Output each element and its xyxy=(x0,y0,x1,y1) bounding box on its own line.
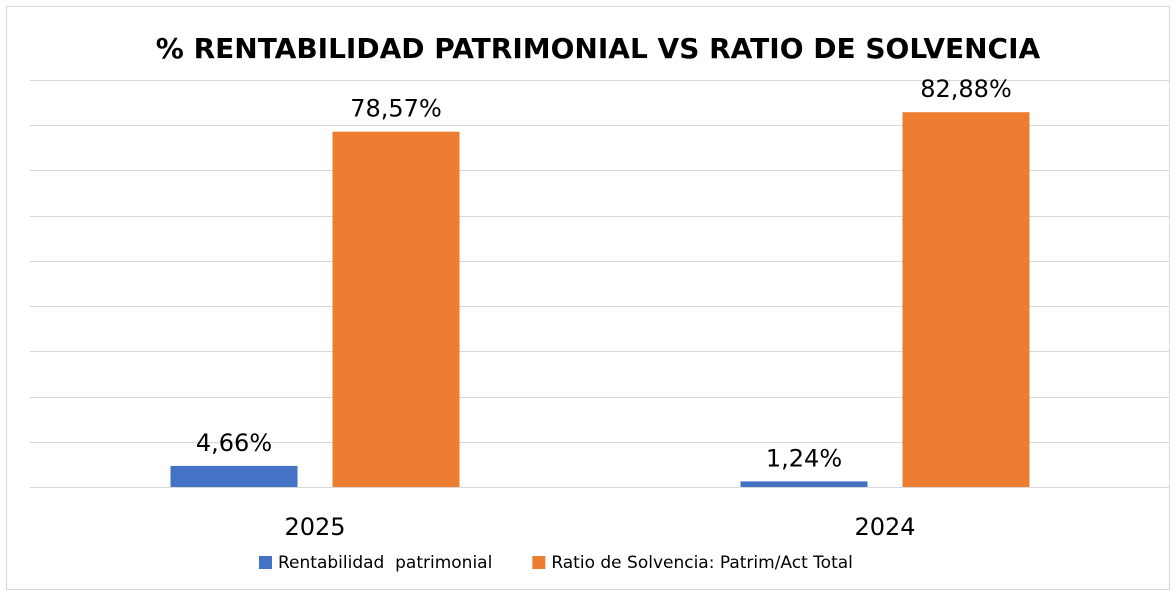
legend-label: Ratio de Solvencia: Patrim/Act Total xyxy=(551,553,853,573)
bar xyxy=(332,131,460,487)
x-tick-label: 2025 xyxy=(284,513,345,541)
legend: Rentabilidad patrimonial Ratio de Solvenc… xyxy=(259,553,853,573)
bar xyxy=(902,112,1030,488)
legend-swatch xyxy=(532,556,546,569)
value-label: 4,66% xyxy=(196,429,272,457)
bar xyxy=(740,481,868,487)
chart-title: % RENTABILIDAD PATRIMONIAL VS RATIO DE S… xyxy=(156,32,1041,65)
legend-swatch xyxy=(259,556,272,569)
value-label: 82,88% xyxy=(920,75,1012,103)
legend-label: Rentabilidad patrimonial xyxy=(278,553,492,573)
value-label: 1,24% xyxy=(766,444,842,472)
value-label: 78,57% xyxy=(350,95,442,123)
bar xyxy=(170,465,298,487)
x-tick-label: 2024 xyxy=(854,513,915,541)
